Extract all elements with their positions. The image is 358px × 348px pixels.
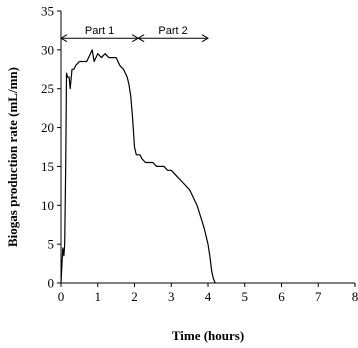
y-tick-label: 15 — [41, 159, 54, 174]
annotation-arrowhead-left — [137, 34, 145, 43]
x-tick-label: 1 — [95, 289, 102, 304]
y-tick-label: 5 — [48, 237, 55, 252]
y-tick-label: 10 — [41, 198, 54, 213]
y-tick-label: 0 — [48, 276, 55, 291]
x-tick-label: 4 — [205, 289, 212, 304]
x-tick-label: 3 — [168, 289, 175, 304]
y-axis-title: Biogas production rate (mL/mn) — [5, 67, 20, 247]
x-tick-label: 8 — [352, 289, 358, 304]
y-tick-label: 35 — [41, 4, 54, 19]
y-tick-label: 30 — [41, 42, 54, 57]
annotations: Part 1 Part 2 — [60, 25, 209, 43]
axes: 0 5 10 15 20 25 30 35 0 1 2 3 4 5 6 7 8 — [41, 4, 358, 305]
y-tick-label: 20 — [41, 120, 54, 135]
x-tick-label: 2 — [131, 289, 138, 304]
annotation-arrowhead-right — [201, 34, 209, 43]
annotation-label: Part 2 — [158, 25, 187, 37]
x-axis-title: Time (hours) — [172, 328, 244, 343]
x-tick-label: 0 — [58, 289, 65, 304]
y-tick-label: 25 — [41, 81, 54, 96]
x-tick-label: 6 — [278, 289, 285, 304]
series — [60, 49, 216, 284]
x-tick-label: 7 — [315, 289, 322, 304]
annotation-arrowhead-left — [60, 34, 68, 43]
annotation-label: Part 1 — [85, 25, 114, 37]
x-tick-label: 5 — [242, 289, 249, 304]
series-line — [60, 49, 216, 284]
